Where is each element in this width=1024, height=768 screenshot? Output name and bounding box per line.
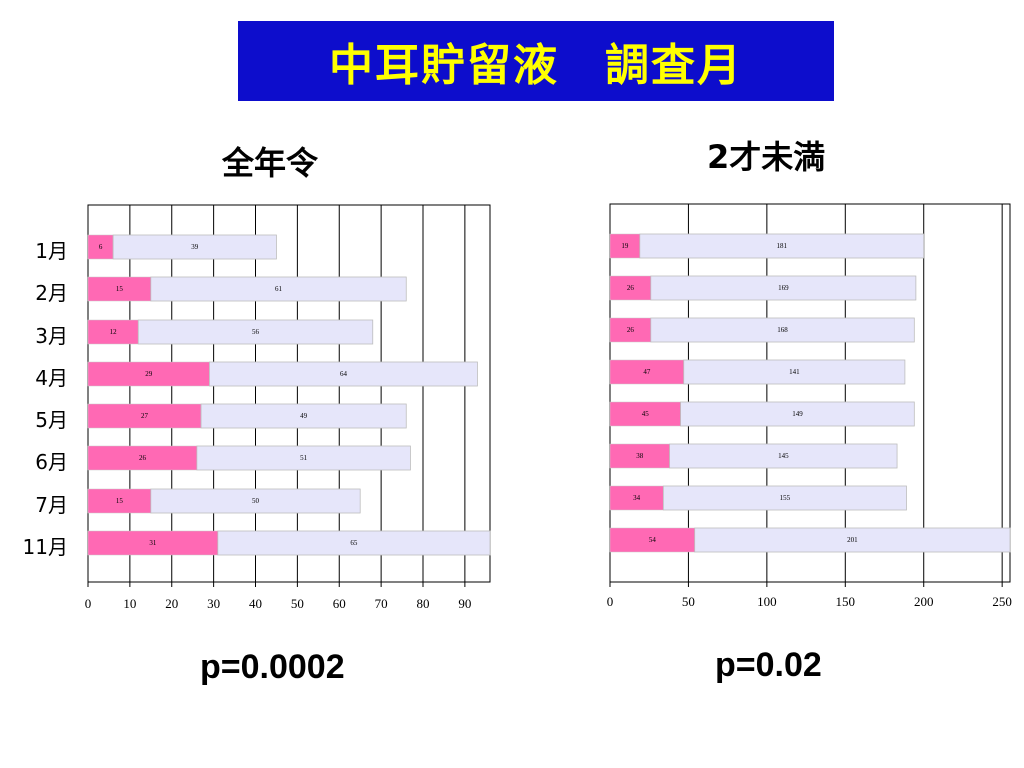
data-label: 54: [649, 536, 657, 544]
data-label: 169: [778, 284, 789, 292]
data-label: 15: [116, 497, 124, 505]
x-tick-label: 200: [914, 594, 934, 609]
data-label: 27: [141, 412, 149, 420]
data-label: 145: [778, 452, 789, 460]
data-label: 181: [777, 242, 788, 250]
bar-segment-series-2: [650, 317, 915, 343]
data-label: 31: [149, 539, 157, 547]
x-tick-label: 0: [607, 594, 614, 609]
plot-area: [87, 204, 491, 583]
data-label: 61: [275, 285, 283, 293]
x-tick-label: 50: [682, 594, 695, 609]
bar-segment-series-1: [87, 319, 139, 345]
x-tick-label: 70: [375, 596, 388, 611]
data-label: 12: [110, 328, 118, 336]
bar-segment-series-1: [609, 233, 641, 259]
data-label: 155: [780, 494, 791, 502]
bar-segment-series-1: [87, 488, 152, 514]
title-banner: 中耳貯留液 調査月: [238, 21, 834, 101]
category-label: 6月: [35, 450, 68, 474]
data-label: 65: [350, 539, 358, 547]
data-label: 38: [636, 452, 644, 460]
x-tick-label: 100: [757, 594, 777, 609]
x-tick-label: 10: [123, 596, 136, 611]
data-label: 45: [642, 410, 650, 418]
bar-segment-series-2: [209, 361, 478, 387]
x-tick-label: 0: [85, 596, 92, 611]
data-label: 26: [627, 284, 635, 292]
data-label: 49: [300, 412, 308, 420]
category-label: 5月: [35, 408, 68, 432]
plot-area: [609, 203, 1011, 583]
x-tick-label: 40: [249, 596, 262, 611]
category-label: 7月: [35, 493, 68, 517]
bar-segment-series-2: [137, 319, 374, 345]
bar-segment-series-2: [639, 233, 925, 259]
bar-segment-series-2: [150, 488, 361, 514]
bar-segment-series-1: [87, 234, 114, 260]
x-tick-label: 250: [992, 594, 1012, 609]
category-label: 2月: [35, 281, 68, 305]
x-tick-label: 20: [165, 596, 178, 611]
category-label: 4月: [35, 366, 68, 390]
bar-segment-series-2: [217, 530, 491, 556]
data-label: 141: [789, 368, 800, 376]
x-tick-label: 80: [417, 596, 430, 611]
bar-segment-series-1: [609, 317, 652, 343]
data-label: 26: [139, 454, 147, 462]
bar-segment-series-2: [680, 401, 915, 427]
data-label: 168: [777, 326, 788, 334]
category-label: 1月: [35, 239, 68, 263]
data-label: 39: [191, 243, 199, 251]
bar-segment-series-1: [87, 403, 202, 429]
bar-segment-series-1: [87, 445, 198, 471]
data-label: 50: [252, 497, 260, 505]
bar-segment-series-2: [669, 443, 898, 469]
page-title: 中耳貯留液 調査月: [329, 40, 743, 91]
data-label: 26: [627, 326, 635, 334]
data-label: 51: [300, 454, 308, 462]
bar-segment-series-2: [650, 275, 917, 301]
chart-title-all-ages: 全年令: [222, 144, 319, 182]
bar-segment-series-1: [87, 361, 210, 387]
x-tick-label: 30: [207, 596, 220, 611]
x-tick-label: 90: [458, 596, 471, 611]
category-label: 11月: [22, 535, 68, 559]
bar-segment-series-2: [196, 445, 411, 471]
bar-segment-series-1: [609, 275, 652, 301]
bar-segment-series-2: [683, 359, 906, 385]
data-label: 64: [340, 370, 348, 378]
data-label: 6: [99, 243, 103, 251]
bar-segment-series-2: [662, 485, 907, 511]
chart-title-under-2: 2才未満: [707, 138, 826, 176]
data-label: 34: [633, 494, 641, 502]
data-label: 201: [847, 536, 858, 544]
data-label: 56: [252, 328, 260, 336]
bar-segment-series-1: [609, 401, 681, 427]
x-tick-label: 50: [291, 596, 304, 611]
x-tick-label: 150: [836, 594, 856, 609]
data-label: 29: [145, 370, 153, 378]
bar-segment-series-1: [87, 276, 152, 302]
bar-segment-series-1: [609, 359, 684, 385]
data-label: 15: [116, 285, 124, 293]
bar-segment-series-2: [112, 234, 277, 260]
bar-segment-series-2: [200, 403, 407, 429]
data-label: 47: [643, 368, 651, 376]
data-label: 19: [621, 242, 629, 250]
bar-segment-series-2: [694, 527, 1011, 553]
p-value-all-ages: p=0.0002: [200, 648, 345, 686]
data-label: 149: [792, 410, 803, 418]
p-value-under-2: p=0.02: [715, 646, 822, 684]
category-label: 3月: [35, 324, 68, 348]
x-tick-label: 60: [333, 596, 346, 611]
bar-segment-series-2: [150, 276, 407, 302]
